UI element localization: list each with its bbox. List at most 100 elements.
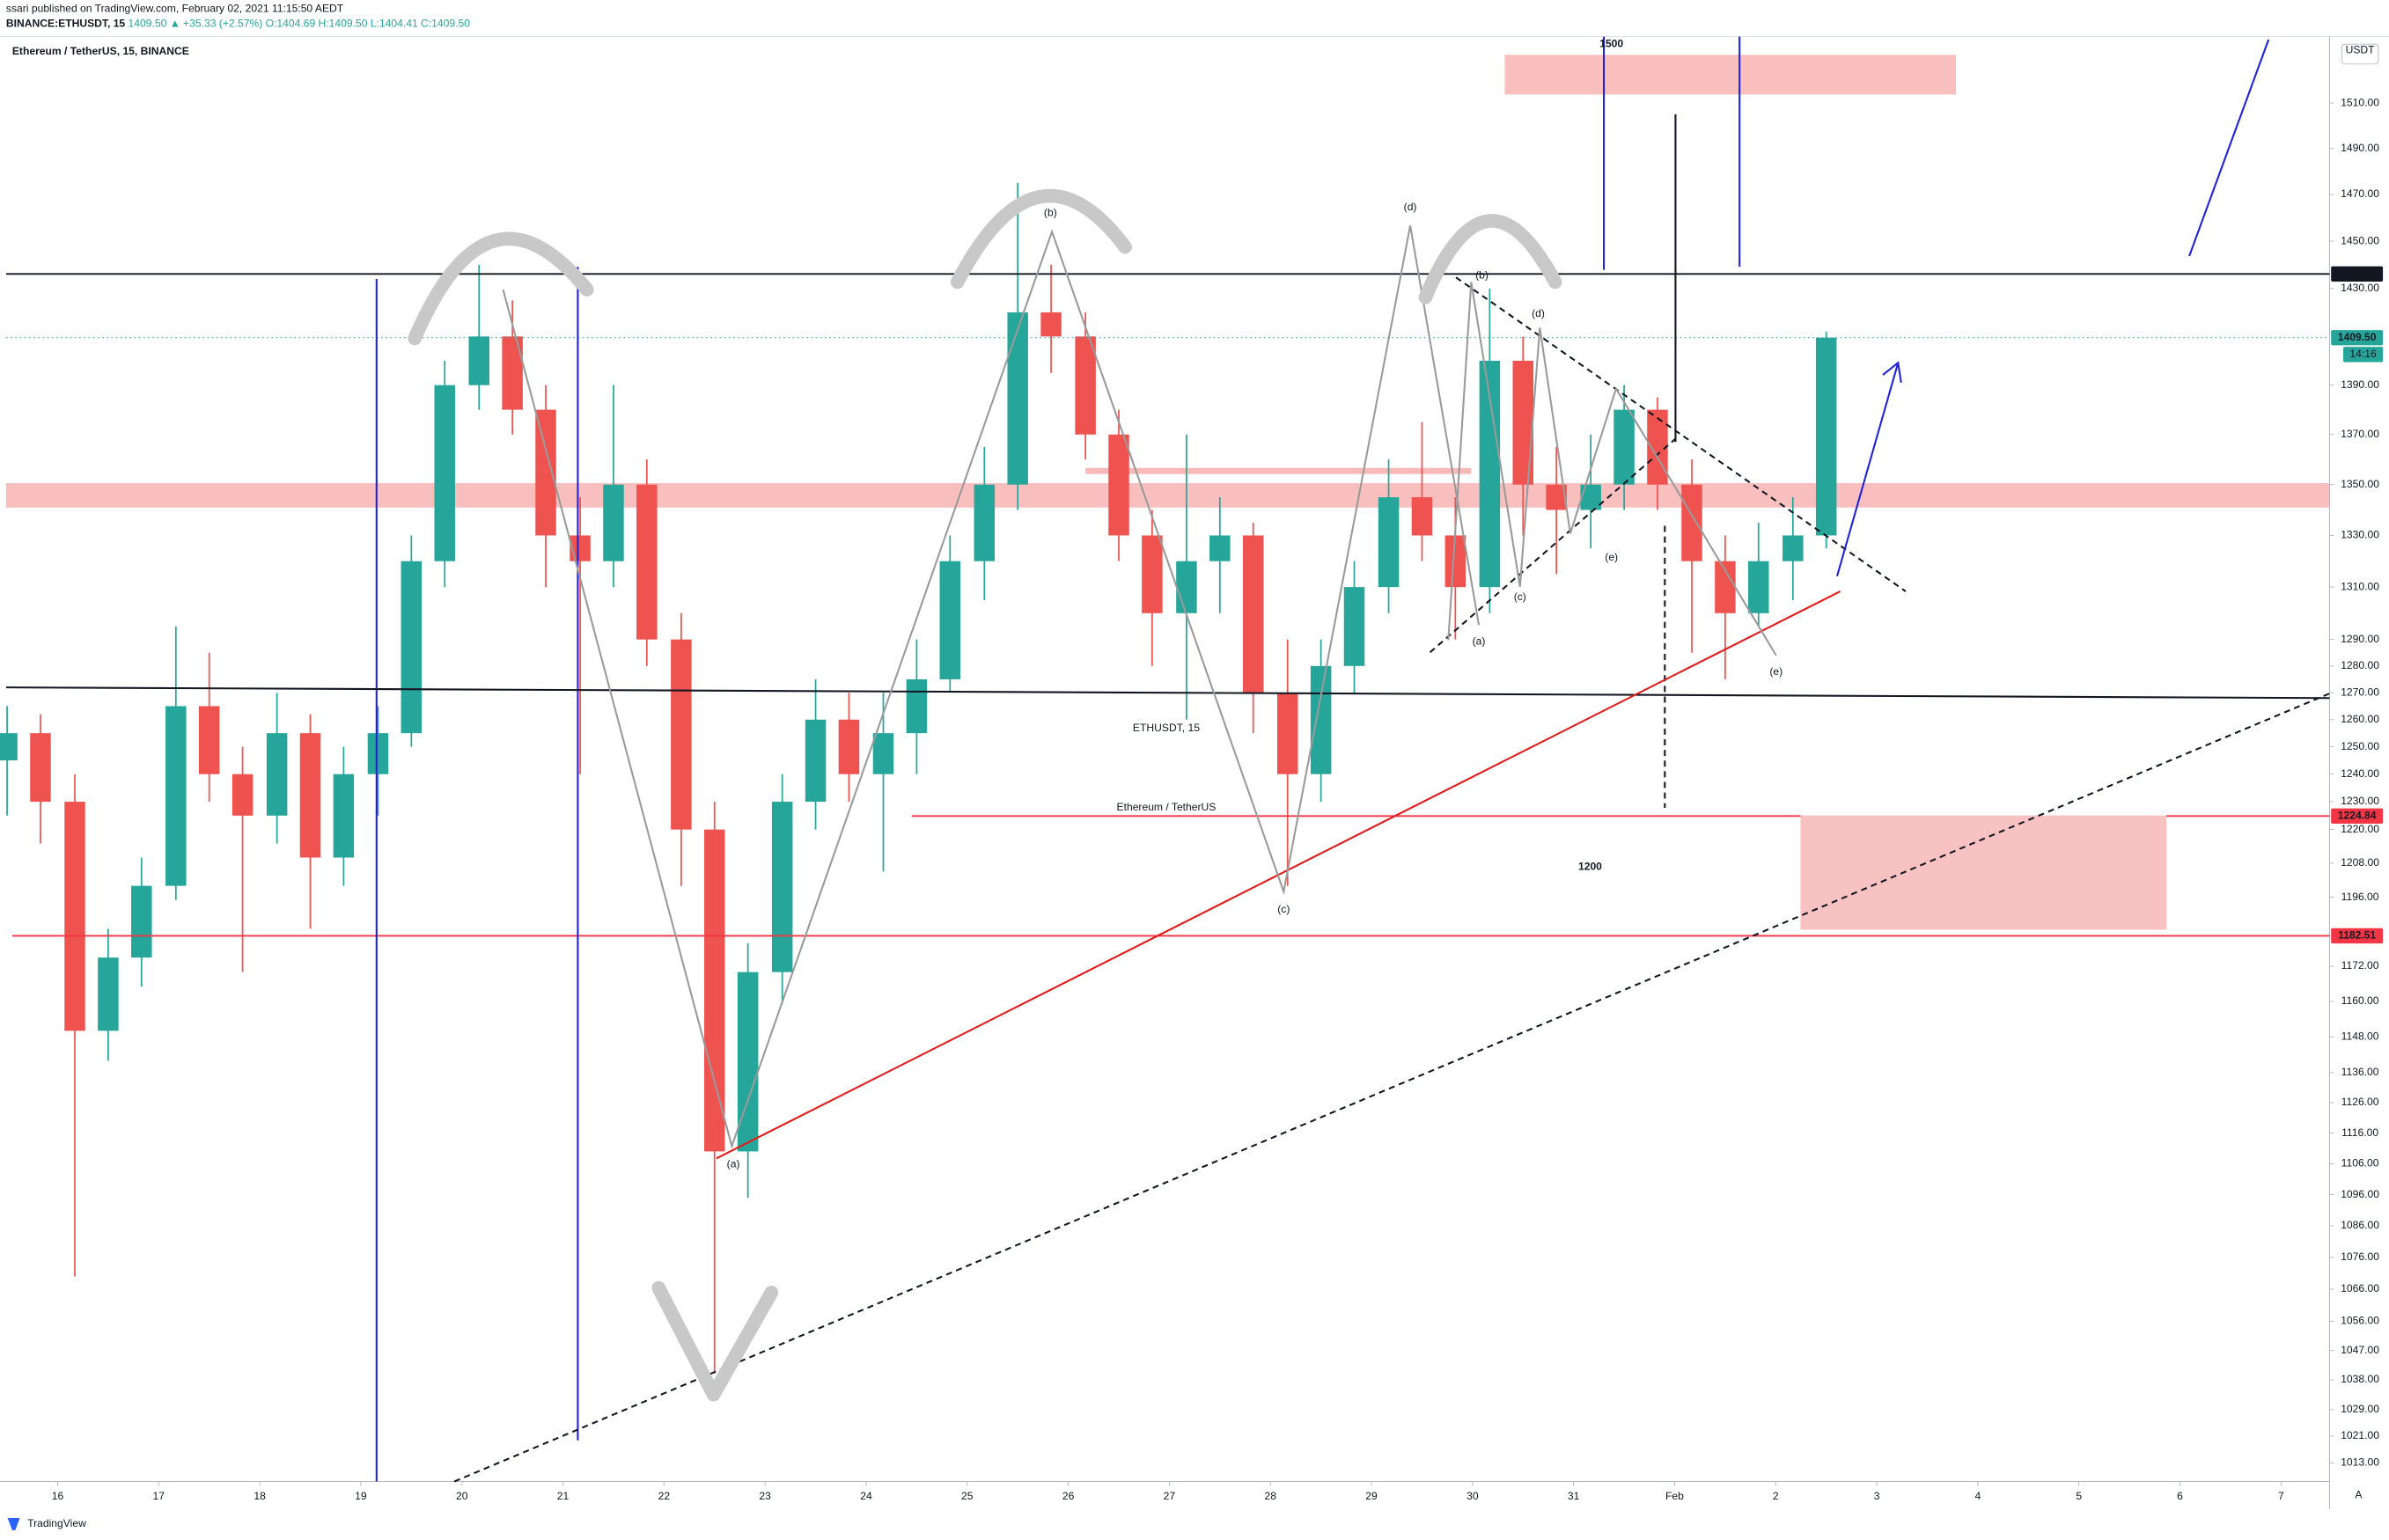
candle-body xyxy=(1512,360,1533,485)
support-label: 1200 xyxy=(1578,861,1602,873)
x-tick-label: 27 xyxy=(1164,1490,1176,1502)
candle-body xyxy=(1343,587,1365,666)
y-tick-label: 1280.00 xyxy=(2341,659,2379,671)
y-tick-label: 1390.00 xyxy=(2341,378,2379,391)
candle-body xyxy=(1681,484,1702,561)
arc xyxy=(950,188,1132,290)
candle-body xyxy=(1142,535,1163,613)
y-tick-label: 1021.00 xyxy=(2341,1429,2379,1441)
symbol-line: BINANCE:ETHUSDT, 15 1409.50 ▲ +35.33 (+2… xyxy=(6,18,470,30)
countdown-box xyxy=(2343,347,2384,363)
candle-body xyxy=(1378,497,1400,588)
y-tick-label: 1250.00 xyxy=(2341,740,2379,752)
x-tick-label: 24 xyxy=(860,1490,872,1502)
brand: TradingView xyxy=(27,1517,86,1529)
candle-body xyxy=(906,678,928,734)
y-tick-label: 1430.00 xyxy=(2341,282,2379,294)
y-tick-label: 1066.00 xyxy=(2341,1282,2379,1294)
y-tick-label: 1038.00 xyxy=(2341,1373,2379,1385)
x-tick-label: 25 xyxy=(961,1490,974,1502)
y-tick-label: 1310.00 xyxy=(2341,580,2379,592)
price-label: 1182.51 xyxy=(2338,929,2376,942)
candle-body xyxy=(771,802,793,972)
price-label-box xyxy=(2331,928,2384,944)
arc xyxy=(408,231,594,346)
y-tick-label: 1196.00 xyxy=(2341,891,2379,903)
x-tick-label: 2 xyxy=(1773,1490,1779,1502)
y-tick-label: 1490.00 xyxy=(2341,142,2379,154)
y-tick-label: 1086.00 xyxy=(2341,1219,2379,1231)
candle-body xyxy=(1108,434,1129,536)
candle-body xyxy=(671,639,692,830)
symbol: BINANCE:ETHUSDT, 15 xyxy=(6,18,126,30)
support-box xyxy=(1800,815,2167,930)
candle-body xyxy=(838,719,860,774)
y-tick-label: 1106.00 xyxy=(2341,1157,2379,1170)
y-tick-label: 1350.00 xyxy=(2341,478,2379,490)
arrow xyxy=(2188,39,2270,257)
arrow xyxy=(1836,362,1900,576)
wave-label: (c) xyxy=(1277,903,1290,915)
candle-body xyxy=(570,535,591,561)
y-tick-label: 1056.00 xyxy=(2341,1315,2379,1327)
candle-body xyxy=(64,802,85,1031)
x-tick-label: 23 xyxy=(759,1490,771,1502)
y-tick-label: 1029.00 xyxy=(2341,1403,2379,1415)
candle-body xyxy=(98,957,119,1031)
watermark-sub: Ethereum / TetherUS xyxy=(1117,801,1217,813)
trend-line xyxy=(5,686,2330,700)
wave-label: (c) xyxy=(1514,590,1526,603)
candle-body xyxy=(0,733,18,761)
wave-label: (e) xyxy=(1769,665,1783,678)
triangle-dashed xyxy=(1455,276,1907,592)
wave-labels: (b) (d) (b) (d) (e) (c) (a) (e) (c) (a) xyxy=(727,201,1783,1170)
x-tick-label: 31 xyxy=(1568,1490,1580,1502)
candle-body xyxy=(1748,561,1769,613)
price-label-box xyxy=(2331,330,2384,346)
x-tick-label: 4 xyxy=(1975,1490,1981,1502)
price-label-box xyxy=(2331,266,2384,282)
candle-body xyxy=(367,733,389,774)
last-price: 1409.50 xyxy=(129,18,167,30)
candle-body xyxy=(1411,497,1433,536)
candle-body xyxy=(1007,312,1028,485)
y-tick-label: 1047.00 xyxy=(2341,1344,2379,1356)
wave-label: (d) xyxy=(1404,201,1417,213)
price-lines: 1436.12 1409.50 14:16 1224.84 1182.51 xyxy=(5,266,2384,944)
y-tick-label: 1270.00 xyxy=(2341,686,2379,698)
candle-body xyxy=(232,774,254,816)
x-tick-label: 5 xyxy=(2076,1490,2082,1502)
wave-label: (b) xyxy=(1044,207,1057,219)
y-tick-label: 1450.00 xyxy=(2341,234,2379,246)
y-tick-label: 1172.00 xyxy=(2341,959,2379,972)
candle-body xyxy=(704,829,725,1152)
candle-body xyxy=(468,336,489,385)
wave-path xyxy=(1447,282,1777,656)
countdown: 14:16 xyxy=(2349,348,2377,360)
candle-body xyxy=(198,706,220,774)
y-tick-label: 1148.00 xyxy=(2341,1030,2379,1042)
x-tick-label: 16 xyxy=(52,1490,64,1502)
change: ▲ +35.33 (+2.57%) xyxy=(170,18,263,30)
price-label: 1409.50 xyxy=(2338,331,2377,343)
x-tick-label: 26 xyxy=(1062,1490,1075,1502)
price-label: 1436.12 xyxy=(2338,268,2377,280)
x-tick-label: 20 xyxy=(456,1490,468,1502)
x-tick-label: 7 xyxy=(2278,1490,2284,1502)
watermark: ETHUSDT, 15 xyxy=(1133,722,1200,734)
zone-line xyxy=(1085,467,1472,474)
y-tick-label: 1096.00 xyxy=(2341,1188,2379,1200)
y-tick-label: 1510.00 xyxy=(2341,96,2379,108)
x-tick-label: 17 xyxy=(153,1490,165,1502)
candle-body xyxy=(805,719,827,803)
candle-body xyxy=(535,409,556,536)
price-label-box xyxy=(2331,808,2384,824)
y-tick-label: 1470.00 xyxy=(2341,187,2379,200)
triangle-dashed xyxy=(1429,436,1678,654)
y-tick-label: 1230.00 xyxy=(2341,795,2379,807)
arrow-head xyxy=(1882,361,1902,383)
target-label: 1500 xyxy=(1599,37,1623,49)
scale-mode[interactable]: A xyxy=(2355,1488,2363,1500)
candle-body xyxy=(1040,312,1062,337)
x-tick-label: 22 xyxy=(658,1490,671,1502)
